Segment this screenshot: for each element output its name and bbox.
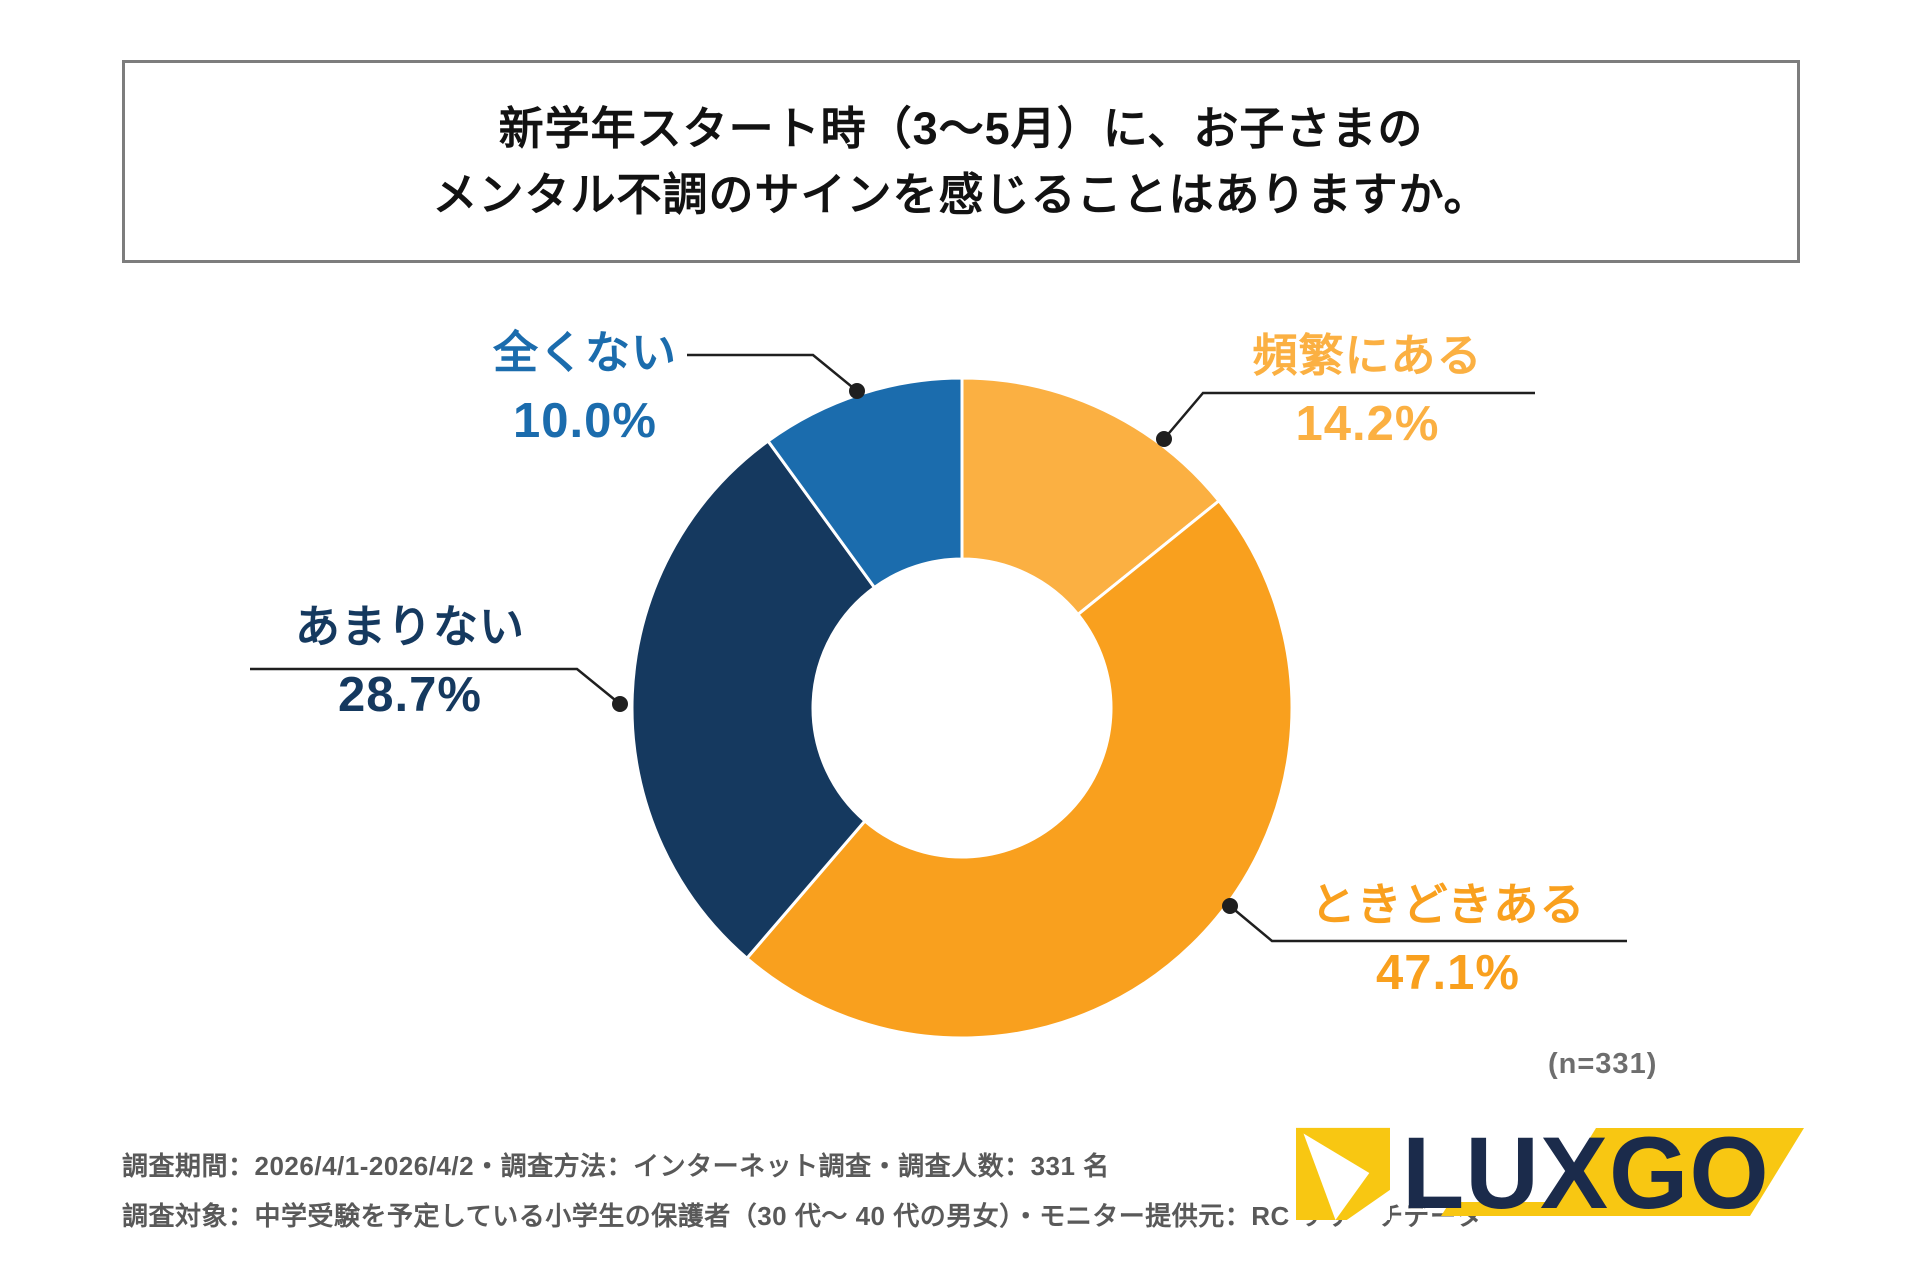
question-title-box: 新学年スタート時（3〜5月）に、お子さまの メンタル不調のサインを感じることはあ… bbox=[122, 60, 1800, 263]
logo-band-icon bbox=[1542, 1128, 1804, 1216]
callout-never: 全くない 10.0% bbox=[450, 330, 720, 446]
callout-rarely: あまりない 28.7% bbox=[240, 604, 580, 720]
callout-sometimes-value: 47.1% bbox=[1376, 946, 1520, 1000]
callout-frequently-value: 14.2% bbox=[1295, 397, 1440, 451]
donut-segment-frequently bbox=[960, 376, 1221, 616]
luxgo-logo-mark bbox=[1296, 1127, 1390, 1220]
callout-rarely-value: 28.7% bbox=[338, 668, 482, 722]
survey-footnote-line1: 調査期間：2026/4/1-2026/4/2・調査方法：インターネット調査・調査… bbox=[122, 1151, 1110, 1181]
question-title-line2: メンタル不調のサインを感じることはありますか。 bbox=[432, 168, 1490, 220]
donut-segment-sometimes bbox=[745, 499, 1294, 1040]
logo-mark-triangle-large bbox=[1303, 1133, 1370, 1220]
logo-strip-icon bbox=[1441, 1202, 1554, 1216]
callout-sometimes: ときどきある 47.1% bbox=[1253, 882, 1643, 998]
donut-segment-never bbox=[766, 376, 964, 589]
luxgo-logo-text: LUXGO bbox=[1404, 1124, 1770, 1224]
luxgo-logo-wordmark: LUXGO bbox=[1404, 1124, 1804, 1224]
survey-footnote-line2: 調査対象：中学受験を予定している小学生の保護者（30 代〜 40 代の男女）・モ… bbox=[122, 1201, 1484, 1231]
callout-rarely-label: あまりない bbox=[294, 601, 525, 652]
sample-size-label: (n=331) bbox=[1548, 1048, 1658, 1080]
callout-frequently: 頻繁にある 14.2% bbox=[1195, 333, 1540, 449]
donut-chart bbox=[630, 376, 1294, 1040]
survey-footnote: 調査期間：2026/4/1-2026/4/2・調査方法：インターネット調査・調査… bbox=[122, 1146, 1483, 1246]
callout-sometimes-label: ときどきある bbox=[1310, 879, 1586, 930]
callout-frequently-label: 頻繁にある bbox=[1252, 330, 1483, 381]
question-title-line1: 新学年スタート時（3〜5月）に、お子さまの bbox=[498, 102, 1424, 154]
callout-never-value: 10.0% bbox=[513, 394, 657, 448]
callout-never-label: 全くない bbox=[492, 327, 677, 378]
luxgo-logo: LUXGO bbox=[1296, 1124, 1814, 1224]
donut-segment-rarely bbox=[630, 439, 876, 960]
